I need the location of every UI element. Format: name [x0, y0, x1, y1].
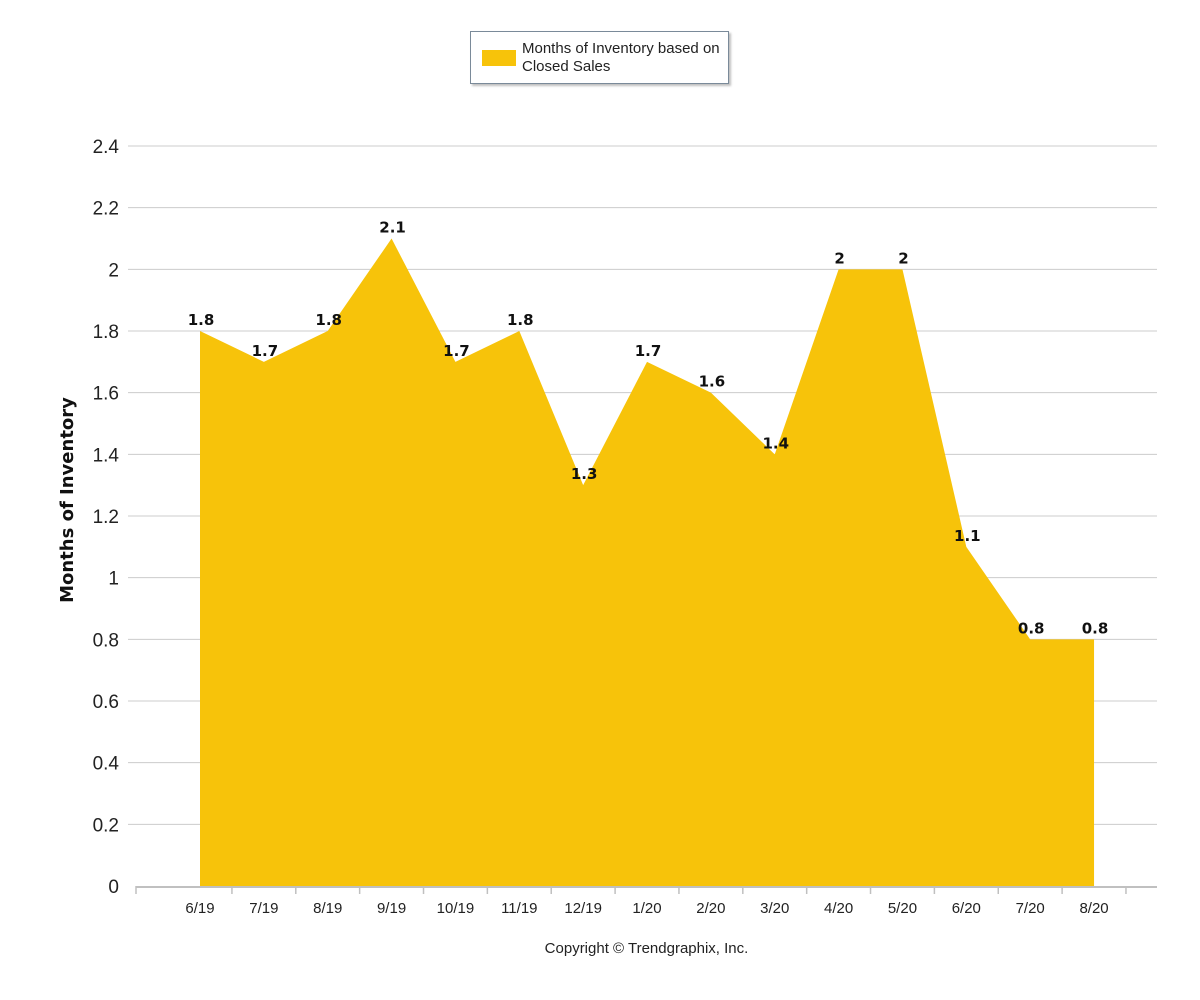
- x-tick-label: 7/19: [249, 900, 278, 917]
- x-tick-label: 8/20: [1079, 900, 1108, 917]
- y-tick-label: 0: [108, 877, 119, 898]
- x-tick-label: 1/20: [632, 900, 661, 917]
- copyright-text: Copyright © Trendgraphix, Inc.: [544, 940, 749, 957]
- y-tick-label: 1.6: [93, 384, 119, 405]
- x-tick-label: 6/19: [185, 900, 214, 917]
- data-label: 1.8: [507, 311, 534, 329]
- y-tick-label: 1.2: [93, 507, 119, 528]
- data-label: 1.7: [443, 342, 470, 360]
- data-label: 2: [898, 249, 908, 267]
- data-label: 1.7: [252, 342, 279, 360]
- y-tick-label: 2.2: [93, 199, 119, 220]
- y-tick-label: 1: [108, 569, 119, 590]
- y-tick-label: 0.2: [93, 815, 119, 836]
- data-label: 2.1: [379, 219, 406, 237]
- data-label: 0.8: [1018, 619, 1045, 637]
- y-tick-label: 0.4: [93, 754, 120, 775]
- x-tick-label: 5/20: [888, 900, 917, 917]
- y-axis-ticks: 0 0.2 0.4 0.6 0.8 1 1.2 1.4 1.6 1.8 2 2.2 2.4: [93, 137, 120, 898]
- data-label: 1.8: [188, 311, 215, 329]
- y-tick-label: 0.6: [93, 692, 119, 713]
- series-area: [200, 238, 1095, 886]
- x-tick-label: 7/20: [1016, 900, 1045, 917]
- x-axis: [135, 886, 1157, 894]
- x-axis-ticks: 6/19 7/19 8/19 9/19 10/19 11/19 12/19 1/20 2/20 3…: [185, 900, 1108, 917]
- legend: Months of Inventory based on Closed Sale…: [470, 31, 729, 84]
- x-tick-label: 10/19: [437, 900, 475, 917]
- legend-swatch: [482, 50, 516, 66]
- data-label: 0.8: [1082, 619, 1109, 637]
- x-tick-label: 2/20: [696, 900, 725, 917]
- data-label: 1.7: [635, 342, 662, 360]
- legend-label: Months of Inventory based on Closed Sale…: [522, 40, 720, 75]
- y-tick-label: 0.8: [93, 630, 119, 651]
- data-label: 1.1: [954, 527, 981, 545]
- x-tick-label: 4/20: [824, 900, 853, 917]
- y-axis-label: Months of Inventory: [57, 397, 78, 603]
- data-label: 1.3: [571, 465, 598, 483]
- x-tick-label: 8/19: [313, 900, 342, 917]
- y-tick-label: 2: [108, 260, 119, 281]
- data-label: 1.4: [762, 434, 789, 452]
- x-tick-label: 9/19: [377, 900, 406, 917]
- x-tick-label: 11/19: [501, 900, 537, 917]
- x-tick-label: 3/20: [760, 900, 789, 917]
- data-label: 2: [834, 249, 844, 267]
- data-labels: 1.8 1.7 1.8 2.1 1.7 1.8 1.3 1.7 1.6 1.4 2 2 1.1 0.8 0.…: [188, 219, 1109, 638]
- data-label: 1.6: [699, 373, 726, 391]
- y-tick-label: 2.4: [93, 137, 120, 158]
- x-tick-label: 6/20: [952, 900, 981, 917]
- y-tick-label: 1.4: [93, 445, 120, 466]
- data-label: 1.8: [315, 311, 342, 329]
- x-tick-label: 12/19: [564, 900, 602, 917]
- y-tick-label: 1.8: [93, 322, 119, 343]
